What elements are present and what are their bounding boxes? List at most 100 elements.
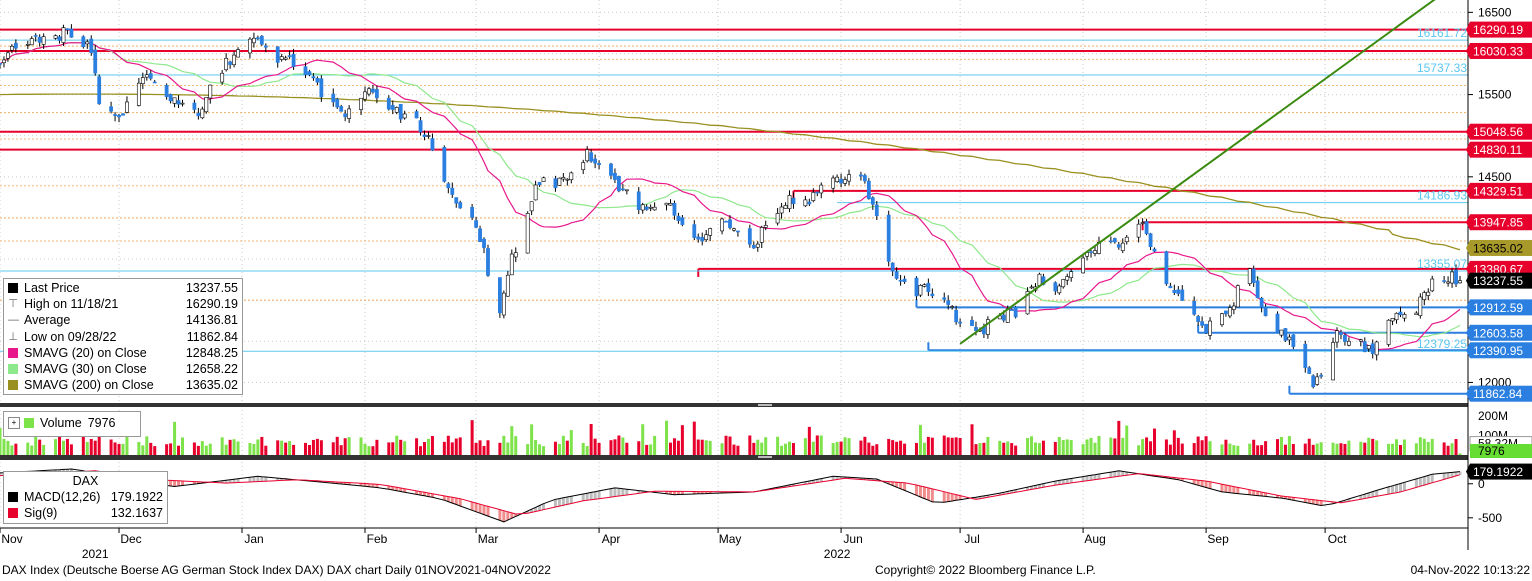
candle-body bbox=[458, 202, 463, 209]
volume-bar bbox=[926, 436, 930, 455]
candle-body bbox=[803, 199, 808, 207]
candle-body bbox=[644, 206, 649, 210]
volume-bar bbox=[1307, 438, 1311, 455]
candle-body bbox=[283, 57, 288, 60]
volume-bar bbox=[1398, 444, 1402, 455]
candle-body bbox=[1140, 222, 1145, 224]
candle-body bbox=[208, 84, 213, 99]
candle-body bbox=[117, 115, 121, 118]
macd-legend-swatch bbox=[8, 492, 18, 503]
candle-body bbox=[1112, 238, 1117, 243]
candle-body bbox=[386, 97, 391, 110]
candle-body bbox=[402, 113, 407, 119]
volume-bar bbox=[843, 437, 847, 455]
volume-bar bbox=[998, 440, 1002, 455]
volume-bar bbox=[760, 442, 764, 455]
candle-body bbox=[1283, 328, 1288, 341]
candle-body bbox=[1001, 314, 1006, 321]
level-text-label: 15737.33 bbox=[1417, 61, 1467, 75]
candle-body bbox=[13, 42, 18, 49]
month-label: Apr bbox=[602, 532, 621, 546]
candle-body bbox=[1251, 268, 1256, 283]
candle-body bbox=[708, 228, 713, 236]
level-label-box bbox=[1470, 385, 1532, 402]
volume-bar bbox=[542, 446, 546, 455]
volume-bar bbox=[700, 439, 704, 455]
candle-body bbox=[1061, 279, 1066, 288]
panel-resize-handle bbox=[758, 404, 772, 406]
candle-body bbox=[93, 49, 98, 74]
volume-bar bbox=[224, 444, 228, 455]
month-label: Mar bbox=[478, 532, 499, 546]
volume-bar bbox=[137, 441, 141, 455]
candle-body bbox=[791, 197, 796, 205]
volume-bar bbox=[181, 437, 184, 455]
volume-bar bbox=[371, 446, 375, 455]
volume-bar bbox=[93, 440, 97, 455]
volume-bar bbox=[803, 438, 807, 455]
avg-marker-icon: — bbox=[8, 314, 19, 327]
volume-bar bbox=[307, 445, 311, 455]
volume-panel-icon[interactable]: + bbox=[8, 417, 20, 429]
volume-bar bbox=[589, 423, 593, 455]
candle-body bbox=[1311, 375, 1316, 388]
candle-body bbox=[343, 113, 348, 118]
volume-bar bbox=[1391, 443, 1395, 455]
candle-body bbox=[61, 27, 66, 43]
candle-body bbox=[81, 36, 86, 48]
legend-entry-value: 16290.19 bbox=[185, 297, 238, 312]
level-label-text: 12912.59 bbox=[1473, 301, 1523, 315]
candle-body bbox=[1394, 312, 1399, 321]
volume-bar bbox=[704, 440, 708, 455]
candle-body bbox=[974, 326, 978, 331]
volume-bar bbox=[891, 440, 895, 455]
candle-body bbox=[259, 35, 264, 45]
volume-bar bbox=[581, 442, 585, 455]
candle-body bbox=[751, 245, 756, 249]
volume-bar bbox=[1236, 445, 1240, 455]
candle-body bbox=[525, 213, 530, 254]
volume-bar bbox=[708, 440, 712, 455]
candle-body bbox=[597, 163, 601, 166]
volume-bar bbox=[1283, 444, 1287, 455]
volume-bar bbox=[1339, 443, 1343, 455]
candle-body bbox=[617, 176, 621, 192]
volume-bar bbox=[1331, 442, 1335, 455]
candle-body bbox=[1263, 306, 1268, 317]
candle-body bbox=[1414, 312, 1419, 316]
volume-bar bbox=[423, 442, 427, 455]
volume-bar bbox=[1121, 437, 1125, 455]
candle-body bbox=[811, 192, 816, 201]
candle-body bbox=[1057, 285, 1062, 294]
volume-bar bbox=[672, 438, 676, 455]
month-label: Jun bbox=[843, 532, 862, 546]
volume-bar bbox=[177, 445, 181, 455]
legend-swatch bbox=[8, 364, 18, 375]
volume-bar bbox=[141, 445, 145, 455]
volume-bar bbox=[974, 444, 978, 455]
candle-body bbox=[640, 204, 645, 211]
candle-body bbox=[1013, 306, 1018, 318]
legend-entry-name: Last Price bbox=[24, 281, 80, 296]
volume-bar bbox=[117, 443, 121, 455]
candle-body bbox=[1279, 329, 1284, 336]
volume-bar bbox=[1442, 442, 1446, 455]
candle-body bbox=[874, 204, 879, 217]
candle-body bbox=[398, 104, 403, 120]
volume-bar bbox=[1256, 445, 1260, 455]
candle-body bbox=[287, 55, 292, 57]
candle-body bbox=[1009, 309, 1014, 311]
candle-body bbox=[696, 236, 701, 240]
level-label-text: 11862.84 bbox=[1473, 387, 1522, 401]
volume-bar bbox=[1113, 438, 1117, 455]
candle-body bbox=[2, 59, 6, 64]
candle-body bbox=[1180, 289, 1185, 301]
volume-bar bbox=[696, 439, 700, 455]
volume-bar bbox=[1359, 441, 1363, 455]
volume-bar bbox=[780, 445, 784, 455]
volume-legend: + Volume 7976 bbox=[3, 411, 141, 437]
candle-body bbox=[1287, 336, 1292, 341]
candle-body bbox=[430, 138, 435, 151]
volume-bar bbox=[1426, 442, 1430, 455]
volume-bar bbox=[248, 443, 252, 455]
